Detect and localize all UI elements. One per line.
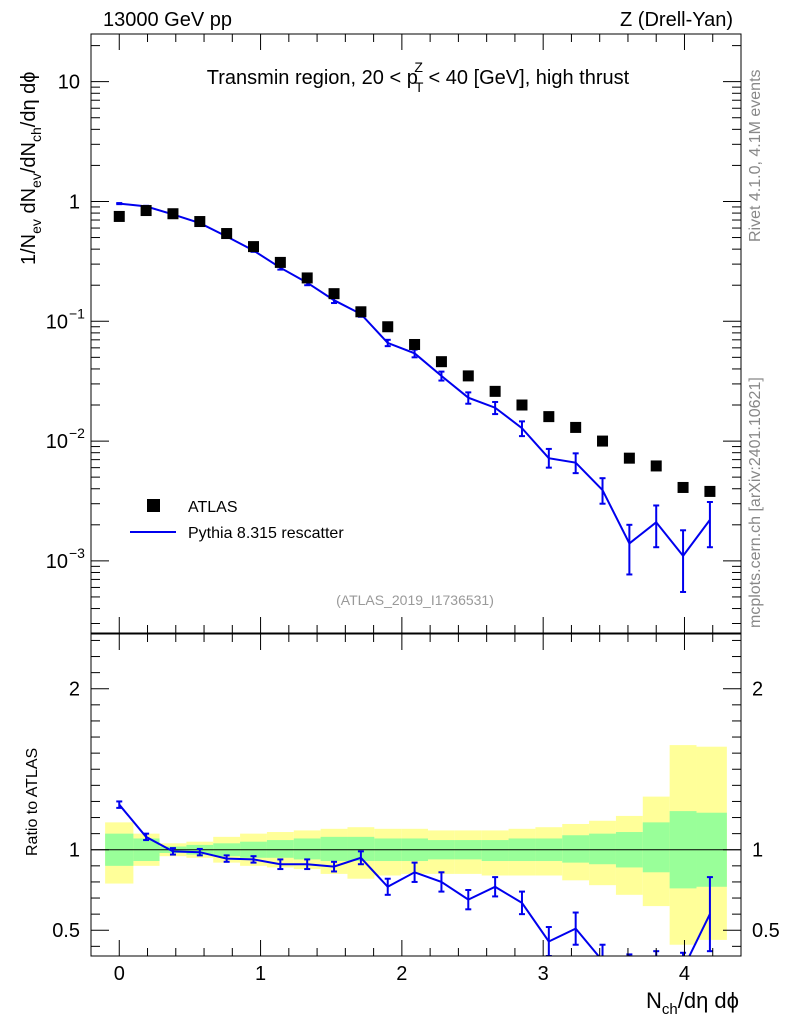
main-clip bbox=[113, 202, 716, 593]
atlas-data-point bbox=[462, 370, 474, 382]
atlas-data-point bbox=[516, 399, 528, 411]
main-series-layer bbox=[113, 202, 716, 593]
atlas-data-point bbox=[194, 216, 206, 228]
ratio-ytick-label-right: 2 bbox=[752, 679, 763, 701]
atlas-data-point bbox=[248, 241, 259, 253]
header-left: 13000 GeV pp bbox=[103, 9, 232, 31]
main-ytick-label: 10 bbox=[46, 311, 68, 333]
ratio-xtick-label: 4 bbox=[679, 963, 690, 985]
watermark: (ATLAS_2019_I1736531) bbox=[336, 592, 494, 608]
ylabel-part-2: dN bbox=[18, 188, 40, 219]
ratio-ytick-label-left: 0.5 bbox=[52, 920, 80, 942]
ratio-band-inner bbox=[266, 840, 294, 858]
legend-data-label: ATLAS bbox=[188, 499, 238, 516]
ratio-y-axis-label: Ratio to ATLAS bbox=[24, 748, 41, 856]
main-frame bbox=[90, 33, 742, 634]
ratio-band-inner bbox=[481, 840, 509, 862]
main-ytick-label: 10 bbox=[58, 72, 80, 94]
main-ytick-label: 10 bbox=[46, 551, 68, 573]
atlas-data-point bbox=[328, 288, 340, 300]
ylabel-part-1: ev bbox=[28, 219, 44, 234]
ratio-panel: 0.5 0.5 1 1 2 2 0 1 2 3 4 Ratio to ATLAS Nch/dη dϕ bbox=[24, 633, 780, 1018]
atlas-data-point bbox=[221, 228, 233, 240]
xlabel-part-2: /dη dϕ bbox=[678, 988, 739, 1013]
ratio-ticks: 0.5 0.5 1 1 2 2 0 1 2 3 4 bbox=[52, 634, 780, 985]
atlas-data-point bbox=[140, 205, 152, 217]
ratio-frame bbox=[90, 633, 742, 957]
xlabel-part-1: ch bbox=[662, 1001, 678, 1018]
ylabel-part-3: ev bbox=[28, 173, 44, 188]
ratio-ytick-label-left: 1 bbox=[69, 840, 80, 862]
atlas-data-point bbox=[167, 208, 179, 220]
main-title-prefix: Transmin region, 20 < p bbox=[207, 67, 418, 89]
main-title: Transmin region, 20 < pTZ < 40 [GeV], hi… bbox=[207, 59, 630, 95]
atlas-data-point bbox=[597, 435, 609, 447]
atlas-data-point bbox=[382, 321, 394, 333]
atlas-data-point bbox=[677, 481, 689, 493]
atlas-data-point bbox=[650, 460, 662, 472]
ratio-xtick-label: 3 bbox=[538, 963, 549, 985]
main-ytick-exponent: −2 bbox=[69, 425, 85, 441]
ratio-xtick-label: 1 bbox=[255, 963, 266, 985]
ratio-ytick-label-right: 0.5 bbox=[752, 920, 780, 942]
main-title-sub: T bbox=[415, 79, 424, 95]
main-ytick-exponent: −1 bbox=[69, 305, 85, 321]
ratio-band-inner bbox=[562, 835, 590, 863]
ratio-ytick-label-right: 1 bbox=[752, 840, 763, 862]
ratio-xtick-label: 0 bbox=[114, 963, 125, 985]
atlas-data-point bbox=[704, 485, 716, 497]
ratio-ytick-label-left: 2 bbox=[69, 679, 80, 701]
rivet-label: Rivet 4.1.0, 4.1M events bbox=[747, 69, 764, 242]
ratio-xtick-label: 2 bbox=[396, 963, 407, 985]
atlas-data-point bbox=[355, 306, 367, 318]
atlas-data-point bbox=[489, 385, 501, 397]
atlas-data-point bbox=[543, 411, 555, 423]
legend-mc-label: Pythia 8.315 rescatter bbox=[188, 525, 344, 542]
atlas-data-point bbox=[274, 256, 286, 268]
ylabel-part-4: /dN bbox=[18, 142, 40, 173]
main-ytick-exponent: −3 bbox=[69, 545, 85, 561]
ylabel-part-6: /dη dϕ bbox=[18, 72, 40, 128]
ratio-clip bbox=[91, 745, 741, 956]
ratio-band-inner bbox=[293, 838, 321, 860]
atlas-data-point bbox=[623, 452, 635, 464]
main-ytick-label: 10 bbox=[46, 431, 68, 453]
atlas-data-point bbox=[301, 272, 313, 284]
atlas-data-point bbox=[570, 421, 582, 433]
atlas-data-point bbox=[113, 210, 125, 222]
atlas-data-point bbox=[435, 356, 447, 368]
header-right: Z (Drell-Yan) bbox=[620, 9, 733, 31]
main-title-tail: < 40 [GeV], high thrust bbox=[423, 67, 630, 89]
legend-data-marker bbox=[147, 499, 160, 512]
main-ytick-label: 1 bbox=[69, 191, 80, 213]
mcplots-label: mcplots.cern.ch [arXiv:2401.10621] bbox=[747, 377, 764, 628]
ratio-bands-layer bbox=[91, 745, 741, 945]
ratio-band-inner bbox=[589, 833, 616, 865]
ratio-band-inner bbox=[642, 822, 670, 873]
ratio-x-axis-label: Nch/dη dϕ bbox=[646, 988, 739, 1018]
main-title-sup: Z bbox=[414, 59, 423, 75]
ratio-series-layer bbox=[116, 800, 713, 956]
xlabel-part-0: N bbox=[646, 988, 662, 1013]
ratio-band-inner bbox=[320, 836, 348, 862]
ylabel-part-0: 1/N bbox=[18, 234, 40, 265]
atlas-data-point bbox=[409, 338, 421, 350]
ylabel-part-5: ch bbox=[28, 127, 44, 142]
main-y-axis-label: 1/Nev dNev/dNch/dη dϕ bbox=[18, 72, 44, 265]
legend: ATLAS Pythia 8.315 rescatter bbox=[130, 499, 344, 542]
